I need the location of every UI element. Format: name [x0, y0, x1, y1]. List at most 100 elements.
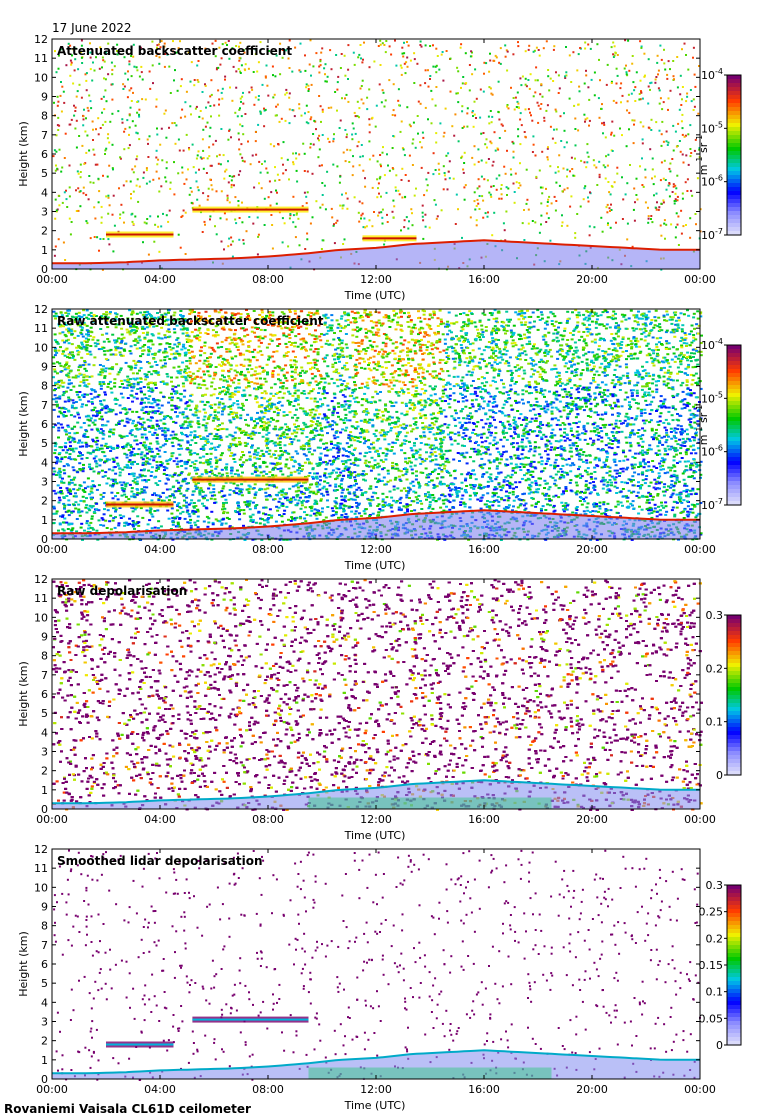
noise-cell	[517, 135, 519, 137]
noise-cell	[569, 98, 571, 100]
noise-cell	[369, 158, 371, 160]
noise-cell	[138, 109, 140, 111]
noise-cell	[652, 378, 655, 380]
noise-cell	[129, 144, 131, 146]
noise-cell	[464, 152, 466, 154]
noise-cell	[298, 153, 300, 155]
noise-cell	[203, 521, 206, 523]
noise-cell	[133, 475, 136, 477]
noise-cell	[327, 76, 329, 78]
noise-cell	[70, 60, 72, 62]
noise-cell	[310, 118, 312, 120]
noise-cell	[339, 127, 341, 129]
noise-cell	[684, 461, 687, 463]
noise-cell	[252, 223, 254, 225]
noise-cell	[445, 155, 447, 157]
colorbar-segment	[727, 147, 741, 152]
noise-cell	[322, 134, 324, 136]
noise-cell	[443, 132, 445, 134]
noise-cell	[335, 54, 337, 56]
noise-cell	[74, 484, 77, 486]
noise-cell	[77, 68, 79, 70]
noise-cell	[299, 244, 301, 246]
noise-cell	[214, 457, 217, 459]
noise-cell	[415, 188, 417, 190]
noise-cell	[665, 432, 668, 434]
noise-cell	[482, 217, 484, 219]
noise-cell	[60, 95, 62, 97]
noise-cell	[179, 150, 181, 152]
noise-cell	[161, 405, 164, 407]
noise-cell	[207, 199, 209, 201]
noise-cell	[224, 212, 226, 214]
noise-cell	[659, 89, 661, 91]
noise-cell	[343, 152, 345, 154]
noise-cell	[637, 513, 640, 515]
noise-cell	[295, 450, 298, 452]
noise-cell	[298, 107, 300, 109]
noise-cell	[86, 222, 88, 224]
noise-cell	[65, 64, 67, 66]
noise-cell	[147, 156, 149, 158]
noise-cell	[140, 390, 143, 392]
noise-cell	[683, 490, 686, 492]
noise-cell	[488, 508, 491, 510]
noise-cell	[601, 122, 603, 124]
noise-cell	[554, 196, 556, 198]
noise-cell	[86, 520, 89, 522]
noise-cell	[357, 345, 360, 347]
noise-cell	[678, 244, 680, 246]
noise-cell	[587, 331, 590, 333]
noise-cell	[154, 361, 157, 363]
noise-cell	[136, 388, 139, 390]
noise-cell	[122, 397, 125, 399]
noise-cell	[363, 42, 365, 44]
noise-cell	[255, 491, 258, 493]
noise-cell	[392, 135, 394, 137]
noise-cell	[488, 192, 490, 194]
noise-cell	[202, 150, 204, 152]
noise-cell	[406, 41, 408, 43]
noise-cell	[81, 40, 83, 42]
noise-cell	[431, 353, 434, 355]
noise-cell	[673, 150, 675, 152]
noise-cell	[604, 399, 607, 401]
noise-cell	[291, 331, 294, 333]
noise-cell	[169, 210, 171, 212]
noise-cell	[628, 128, 630, 130]
noise-cell	[578, 357, 581, 359]
noise-cell	[683, 162, 685, 164]
noise-cell	[632, 55, 634, 57]
noise-cell	[613, 135, 615, 137]
noise-cell	[404, 473, 407, 475]
noise-cell	[63, 366, 66, 368]
noise-cell	[406, 351, 409, 353]
noise-cell	[421, 146, 423, 148]
noise-cell	[484, 143, 486, 145]
noise-cell	[117, 110, 119, 112]
noise-cell	[272, 96, 274, 98]
noise-cell	[345, 192, 347, 194]
noise-cell	[653, 183, 655, 185]
noise-cell	[679, 447, 682, 449]
noise-cell	[558, 74, 560, 76]
noise-cell	[478, 161, 480, 163]
noise-cell	[287, 245, 289, 247]
noise-cell	[591, 315, 594, 317]
noise-cell	[689, 217, 691, 219]
noise-cell	[494, 426, 497, 428]
noise-cell	[84, 507, 87, 509]
noise-cell	[462, 169, 464, 171]
noise-cell	[603, 164, 605, 166]
noise-cell	[405, 471, 408, 473]
noise-cell	[129, 114, 131, 116]
noise-cell	[537, 79, 539, 81]
noise-cell	[382, 209, 384, 211]
noise-cell	[478, 178, 480, 180]
noise-cell	[571, 338, 574, 340]
noise-cell	[314, 362, 317, 364]
noise-cell	[514, 202, 516, 204]
noise-cell	[68, 342, 71, 344]
noise-cell	[607, 354, 610, 356]
noise-cell	[219, 154, 221, 156]
